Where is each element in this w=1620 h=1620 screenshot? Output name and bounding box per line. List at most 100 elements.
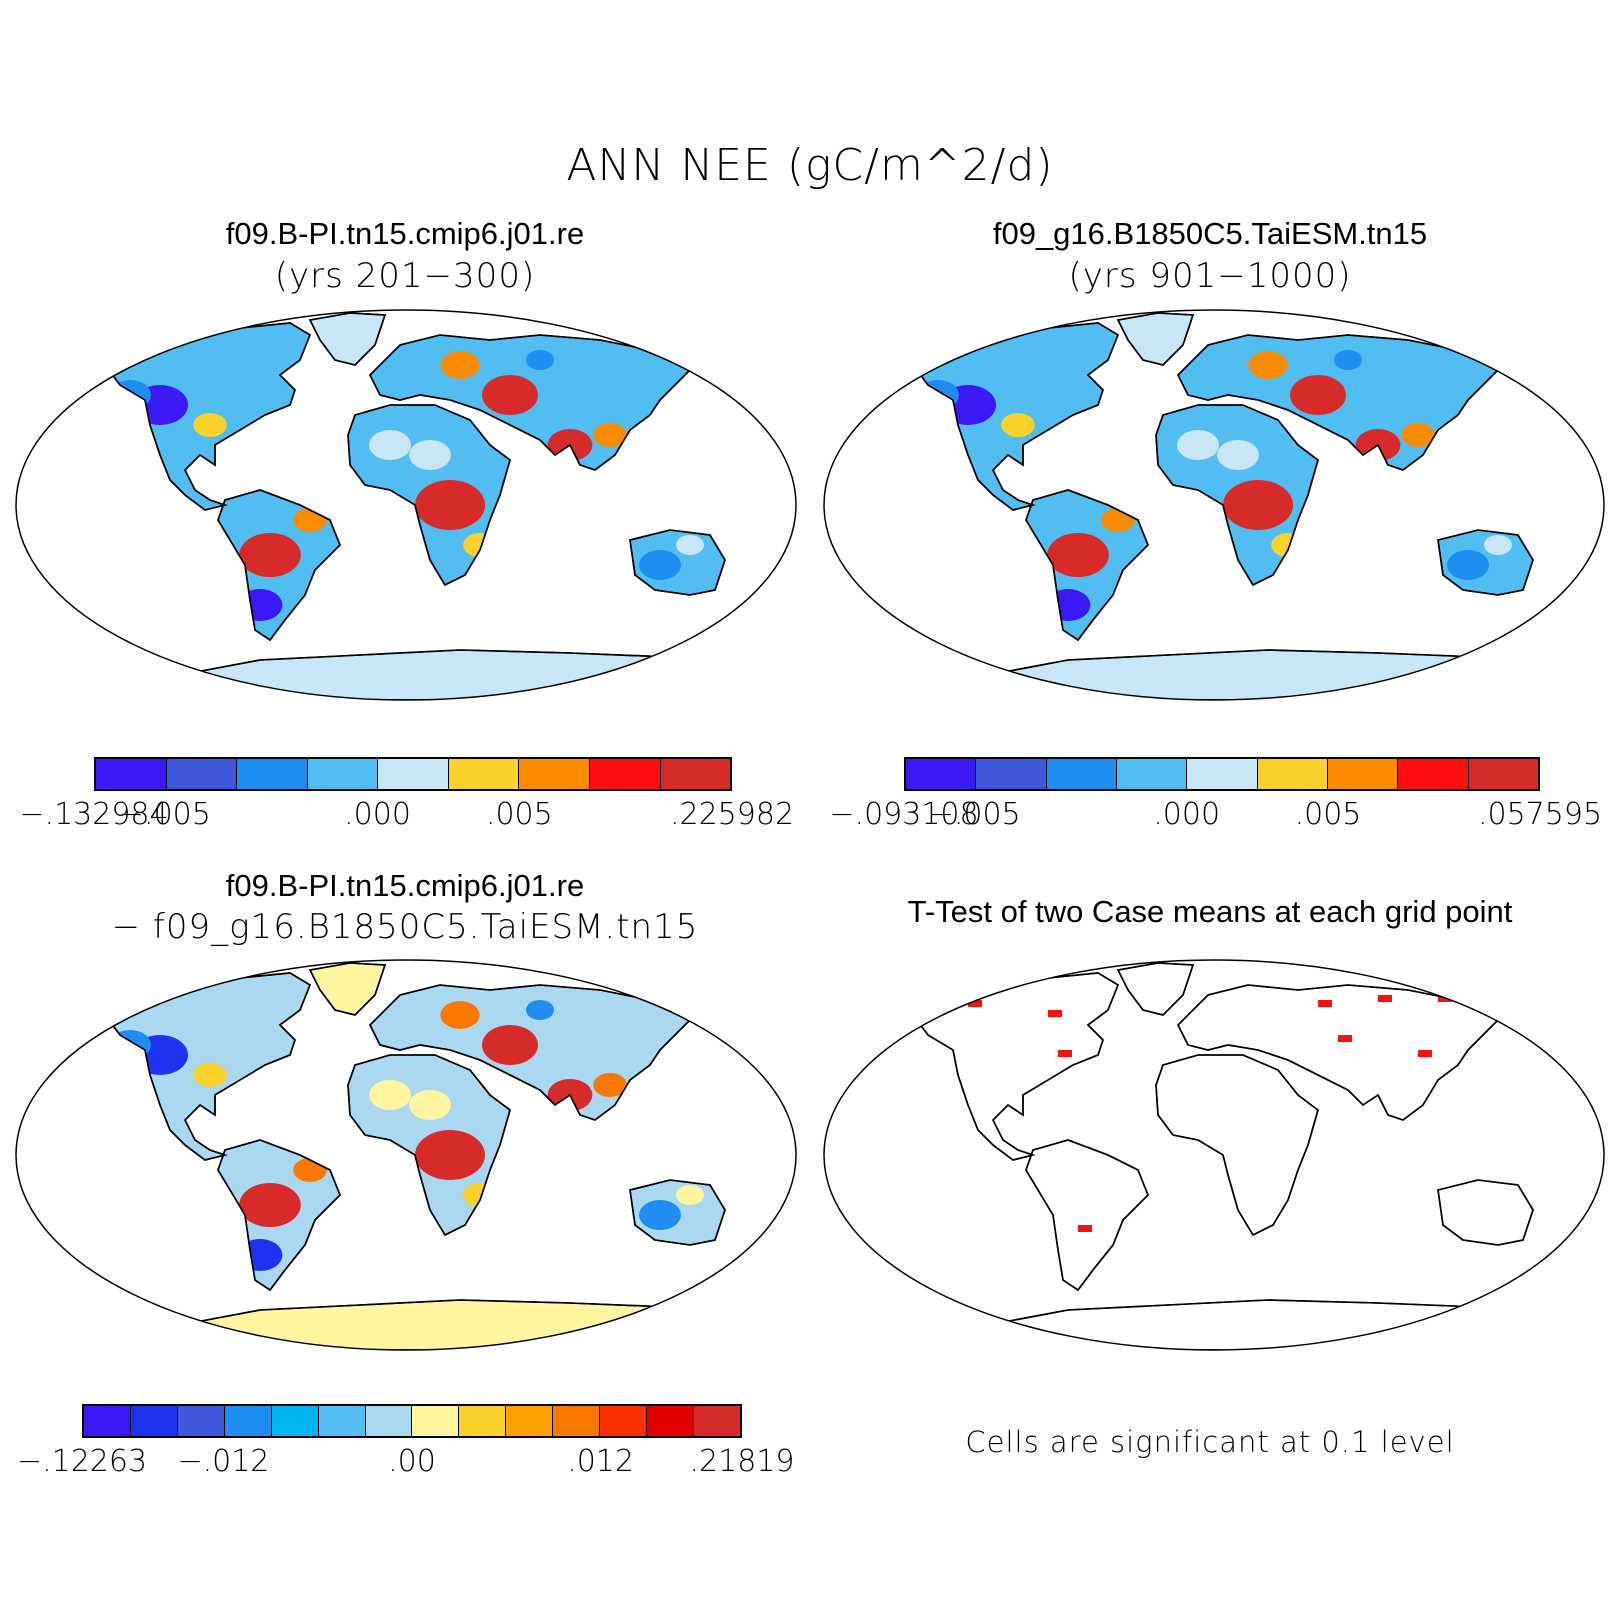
coastline bbox=[347, 1054, 511, 1237]
colorbar-box bbox=[448, 759, 520, 789]
colorbar-tick-label: .005 bbox=[1294, 797, 1362, 832]
colorbar-box bbox=[130, 1406, 178, 1436]
colorbar-tick-label: .00 bbox=[388, 1444, 436, 1479]
coastline bbox=[1437, 529, 1534, 596]
coastline bbox=[103, 322, 311, 511]
field-patch bbox=[440, 351, 480, 379]
colorbar-box bbox=[600, 1406, 648, 1436]
colorbar-box bbox=[1257, 759, 1328, 789]
case2-title: f09_g16.B1850C5.TaiESM.tn15 bbox=[992, 216, 1428, 251]
colorbar-box bbox=[519, 759, 590, 789]
colorbar-tick-label: −.005 bbox=[118, 797, 211, 832]
coastline bbox=[308, 962, 387, 1016]
diff-colorbar-labels: −.12263 −.012 .00 .012 .21819 bbox=[17, 1444, 795, 1484]
field-patch bbox=[369, 430, 411, 460]
field-patch bbox=[593, 423, 627, 447]
colorbar-box bbox=[1398, 759, 1469, 789]
significant-cell bbox=[1418, 1050, 1432, 1057]
case2-map bbox=[823, 309, 1605, 701]
coastline bbox=[1155, 404, 1319, 587]
ttest-title: T-Test of two Case means at each grid po… bbox=[907, 894, 1513, 929]
coastline bbox=[1155, 1054, 1319, 1237]
colorbar-box bbox=[96, 759, 167, 789]
field-patch bbox=[1248, 351, 1288, 379]
coastline bbox=[1437, 1179, 1534, 1246]
colorbar-tick-label: −.005 bbox=[928, 797, 1021, 832]
field-patch bbox=[440, 1001, 480, 1029]
colorbar-box bbox=[660, 759, 731, 789]
significant-cell bbox=[1048, 1010, 1062, 1017]
colorbar-box bbox=[271, 1406, 319, 1436]
field-patch bbox=[1334, 350, 1362, 370]
field-patch bbox=[415, 480, 485, 530]
significant-cell bbox=[1078, 1225, 1092, 1232]
map-border bbox=[823, 959, 1605, 1351]
colorbar-box bbox=[365, 1406, 413, 1436]
diff-map bbox=[15, 959, 797, 1351]
coastline bbox=[955, 649, 1509, 700]
colorbar-box bbox=[1116, 759, 1188, 789]
colorbar-tick-label: −.12263 bbox=[16, 1444, 148, 1479]
field-patch bbox=[593, 1073, 627, 1097]
coastline bbox=[955, 1299, 1509, 1350]
ttest-note: Cells are significant at 0.1 level bbox=[965, 1425, 1455, 1459]
field-patch bbox=[1484, 535, 1512, 555]
colorbar-tick-label: .225982 bbox=[669, 797, 795, 832]
colorbar-tick-label: −.012 bbox=[177, 1444, 270, 1479]
coastline bbox=[1177, 334, 1510, 471]
diff-title: f09.B-PI.tn15.cmip6.j01.re bbox=[225, 868, 585, 903]
field-patch bbox=[639, 1200, 681, 1230]
colorbar-tick-label: .012 bbox=[567, 1444, 634, 1479]
colorbar-box bbox=[1327, 759, 1399, 789]
field-patch bbox=[1401, 423, 1435, 447]
field-patch bbox=[1217, 440, 1259, 470]
field-patch bbox=[526, 350, 554, 370]
colorbar-tick-label: .21819 bbox=[689, 1444, 795, 1479]
coastline bbox=[911, 972, 1119, 1161]
coastline bbox=[1116, 312, 1195, 366]
significant-cell bbox=[1378, 995, 1392, 1002]
significant-cell bbox=[968, 1000, 982, 1007]
diff-colorbar bbox=[82, 1404, 742, 1438]
coastline bbox=[1116, 962, 1195, 1016]
coastline bbox=[369, 334, 702, 471]
coastline bbox=[1025, 489, 1149, 642]
case1-subtitle: (yrs 201−300) bbox=[274, 256, 536, 296]
field-patch bbox=[526, 1000, 554, 1020]
colorbar-tick-label: −.132984 bbox=[19, 797, 169, 832]
colorbar-box bbox=[378, 759, 449, 789]
colorbar-box bbox=[693, 1406, 740, 1436]
colorbar-box bbox=[459, 1406, 507, 1436]
coastline bbox=[147, 649, 701, 700]
case1-colorbar bbox=[94, 757, 732, 791]
colorbar-box bbox=[1468, 759, 1538, 789]
case2-subtitle: (yrs 901−1000) bbox=[1068, 256, 1352, 296]
coastline bbox=[217, 489, 341, 642]
field-patch bbox=[193, 1063, 227, 1087]
field-patch bbox=[639, 550, 681, 580]
colorbar-box bbox=[553, 1406, 601, 1436]
field-patch bbox=[1047, 533, 1109, 577]
colorbar-tick-label: .005 bbox=[485, 797, 553, 832]
coastline bbox=[308, 312, 387, 366]
colorbar-box bbox=[906, 759, 977, 789]
colorbar-box bbox=[177, 1406, 225, 1436]
significant-cell bbox=[1338, 1035, 1352, 1042]
significant-cell bbox=[1058, 1050, 1072, 1057]
coastline bbox=[103, 972, 311, 1161]
colorbar-box bbox=[589, 759, 661, 789]
colorbar-box bbox=[506, 1406, 554, 1436]
colorbar-box bbox=[318, 1406, 366, 1436]
map-border bbox=[823, 309, 1605, 701]
coastline bbox=[911, 322, 1119, 511]
diff-subtitle: − f09_g16.B1850C5.TaiESM.tn15 bbox=[111, 907, 699, 947]
colorbar-box bbox=[976, 759, 1047, 789]
coastline bbox=[629, 1179, 726, 1246]
coastline bbox=[629, 529, 726, 596]
field-patch bbox=[239, 533, 301, 577]
colorbar-box bbox=[84, 1406, 131, 1436]
colorbar-box bbox=[647, 1406, 694, 1436]
case1-colorbar-labels: −.132984 −.005 .000 .005 .225982 bbox=[19, 797, 794, 837]
field-patch bbox=[1290, 375, 1346, 415]
field-patch bbox=[369, 1080, 411, 1110]
